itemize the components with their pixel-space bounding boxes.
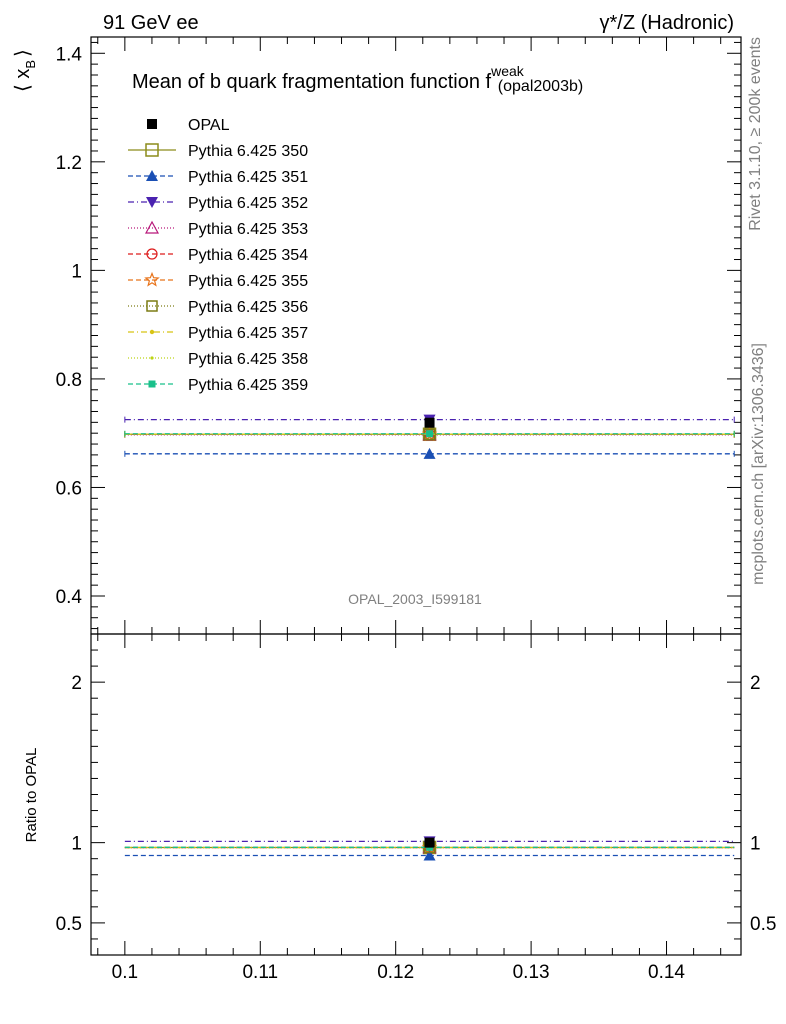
legend-marker xyxy=(146,197,158,208)
legend-label: Pythia 6.425 355 xyxy=(188,273,308,290)
legend-marker xyxy=(146,300,158,312)
legend-label: OPAL xyxy=(188,117,230,134)
ratio-tick-label-right: 2 xyxy=(750,673,761,694)
analysis-watermark: OPAL_2003_I599181 xyxy=(348,591,482,607)
legend-item: Pythia 6.425 355 xyxy=(128,271,308,290)
ratio-series-group xyxy=(124,836,735,861)
legend-item: Pythia 6.425 354 xyxy=(128,247,308,264)
svg-text:⟨ xB⟩: ⟨ xB⟩ xyxy=(12,49,38,92)
legend-label: Pythia 6.425 358 xyxy=(188,351,308,368)
legend-marker xyxy=(146,248,158,260)
legend: OPAL Pythia 6.425 350 Pythia 6.425 351 Pyth… xyxy=(128,117,308,394)
ratio-tick-label-left: 0.5 xyxy=(56,914,82,935)
x-tick-label: 0.13 xyxy=(513,962,550,983)
y-axis-label-ratio: Ratio to OPAL xyxy=(23,748,40,843)
ratio-data-marker xyxy=(424,837,435,848)
legend-item: OPAL xyxy=(147,117,230,134)
ratio-tick-label-left: 2 xyxy=(71,673,82,694)
legend-item: Pythia 6.425 356 xyxy=(128,299,308,316)
legend-item: Pythia 6.425 350 xyxy=(128,143,308,160)
y-tick-label: 1.2 xyxy=(56,153,82,174)
ratio-series-marker xyxy=(423,849,436,861)
rivet-credit: Rivet 3.1.10, ≥ 200k events xyxy=(747,37,764,231)
y-tick-label: 0.8 xyxy=(56,370,82,391)
legend-item: Pythia 6.425 359 xyxy=(128,377,308,394)
y-tick-label: 0.6 xyxy=(56,478,82,499)
header-left: 91 GeV ee xyxy=(103,12,199,34)
legend-label: Pythia 6.425 356 xyxy=(188,299,308,316)
y-axis-label-main: ⟨ xB⟩ xyxy=(12,49,38,92)
legend-marker xyxy=(149,329,155,335)
legend-item: Pythia 6.425 353 xyxy=(128,220,308,238)
axis-ticks xyxy=(91,37,741,956)
legend-marker xyxy=(148,380,156,388)
legend-label: Pythia 6.425 350 xyxy=(188,143,308,160)
ratio-panel-frame xyxy=(90,633,742,956)
legend-item: Pythia 6.425 357 xyxy=(128,325,308,342)
ratio-tick-label-left: 1 xyxy=(71,834,82,855)
legend-label: Pythia 6.425 352 xyxy=(188,195,308,212)
x-tick-label: 0.12 xyxy=(377,962,414,983)
legend-item: Pythia 6.425 358 xyxy=(128,351,308,368)
legend-item: Pythia 6.425 351 xyxy=(128,169,308,186)
legend-label: Pythia 6.425 359 xyxy=(188,377,308,394)
legend-item: Pythia 6.425 352 xyxy=(128,195,308,212)
legend-label: Pythia 6.425 357 xyxy=(188,325,308,342)
ratio-tick-label-right: 0.5 xyxy=(750,914,776,935)
series-marker xyxy=(423,447,436,459)
data-point-marker xyxy=(424,417,435,428)
x-tick-label: 0.1 xyxy=(112,962,138,983)
axis-tick-labels: 0.1 0.11 0.12 0.13 0.14 0.4 0.6 0.8 1 1.2 1.4 0.5 0.… xyxy=(56,44,777,983)
mcplots-credit: mcplots.cern.ch [arXiv:1306.3436] xyxy=(750,343,767,585)
y-tick-label: 0.4 xyxy=(56,587,83,608)
legend-label: Pythia 6.425 354 xyxy=(188,247,308,264)
y-tick-label: 1 xyxy=(71,261,82,282)
legend-label: Pythia 6.425 351 xyxy=(188,169,308,186)
series-marker xyxy=(426,430,434,438)
legend-marker xyxy=(147,119,157,129)
main-series-group xyxy=(124,414,735,459)
legend-marker xyxy=(146,170,158,181)
legend-label: Pythia 6.425 353 xyxy=(188,221,308,238)
header-right: γ*/Z (Hadronic) xyxy=(600,12,734,34)
legend-marker xyxy=(145,143,159,157)
legend-marker xyxy=(150,356,154,360)
legend-marker xyxy=(144,271,160,287)
legend-marker xyxy=(144,220,160,234)
x-tick-label: 0.11 xyxy=(242,962,278,983)
ratio-tick-label-right: 1 xyxy=(750,834,761,855)
y-tick-label: 1.4 xyxy=(56,44,83,65)
x-tick-label: 0.14 xyxy=(648,962,685,983)
chart-title: Mean of b quark fragmentation function f… xyxy=(132,63,583,95)
